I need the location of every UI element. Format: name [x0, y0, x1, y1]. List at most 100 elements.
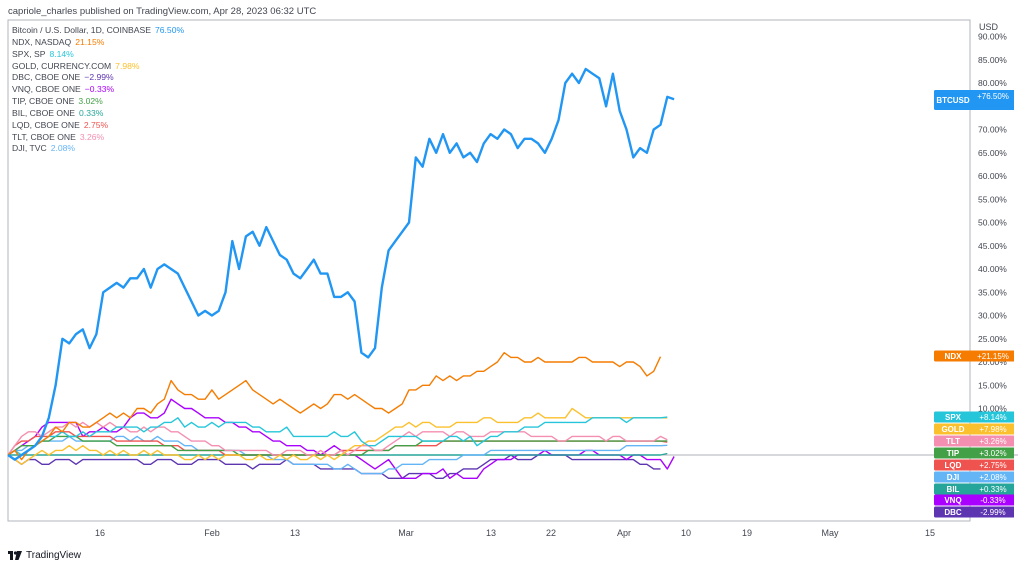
legend-item[interactable]: SPX, SP 8.14%: [12, 49, 184, 61]
legend-name: NDX, NASDAQ: [12, 36, 72, 47]
x-tick-label: 13: [290, 528, 300, 538]
y-tick-label: 55.00%: [978, 194, 1007, 204]
legend-value: 76.50%: [154, 25, 185, 35]
y-tick-label: 70.00%: [978, 125, 1007, 135]
x-tick-label: Mar: [398, 528, 414, 538]
legend-value: 2.75%: [83, 119, 109, 130]
legend-name: GOLD, CURRENCY.COM: [12, 60, 112, 71]
legend-value: 21.15%: [75, 36, 105, 47]
axis-tag-value: +2.75%: [979, 461, 1006, 470]
legend-item[interactable]: NDX, NASDAQ 21.15%: [12, 37, 184, 49]
legend-value: 7.98%: [115, 60, 140, 71]
tradingview-brand: TradingView: [26, 550, 82, 561]
legend-value: 3.02%: [78, 96, 103, 107]
axis-tag-name: NDX: [945, 352, 963, 361]
series-line-dbc: [7, 454, 661, 479]
y-tick-label: 60.00%: [978, 171, 1007, 181]
axis-tag-name: DBC: [944, 508, 962, 517]
axis-tag-value-bg: [972, 459, 1014, 471]
tradingview-footer[interactable]: TradingView: [8, 550, 81, 561]
legend: Bitcoin / U.S. Dollar, 1D, COINBASE 76.50…: [12, 25, 184, 155]
series-line-lqd: [7, 431, 668, 456]
legend-item[interactable]: Bitcoin / U.S. Dollar, 1D, COINBASE 76.50…: [12, 25, 184, 37]
series-line-gold: [7, 407, 668, 465]
axis-tag-value: +2.08%: [979, 473, 1006, 482]
legend-value: −2.99%: [84, 72, 114, 83]
y-tick-label: 80.00%: [978, 78, 1007, 88]
series-line-dji: [7, 435, 668, 475]
axis-tag-value: -2.99%: [980, 508, 1005, 517]
publisher-header: capriole_charles published on TradingVie…: [8, 6, 317, 17]
y-tick-label: 25.00%: [978, 334, 1007, 344]
x-tick-label: May: [821, 528, 839, 538]
axis-tag-value: +0.33%: [979, 485, 1006, 494]
legend-name: DJI, TVC: [12, 143, 47, 154]
axis-tag-value-bg: [972, 483, 1014, 495]
y-tick-label: 10.00%: [978, 404, 1007, 414]
legend-name: Bitcoin / U.S. Dollar, 1D, COINBASE: [12, 25, 151, 35]
axis-tag-value-bg: [972, 471, 1014, 483]
legend-value: 8.14%: [49, 48, 74, 59]
y-tick-label: 45.00%: [978, 241, 1007, 251]
axis-tag-value: +76.50%: [977, 92, 1009, 101]
legend-name: LQD, CBOE ONE: [12, 119, 80, 130]
legend-value: 2.08%: [50, 143, 76, 154]
axis-tag-value: +3.26%: [979, 437, 1006, 446]
axis-tag-value-bg: [972, 435, 1014, 447]
legend-name: BIL, CBOE ONE: [12, 107, 76, 118]
x-tick-label: 15: [925, 528, 935, 538]
x-tick-label: 10: [681, 528, 691, 538]
axis-tag-value-bg: [972, 350, 1014, 362]
legend-item[interactable]: LQD, CBOE ONE 2.75%: [12, 120, 184, 132]
axis-tag-value-bg: [972, 506, 1014, 518]
legend-item[interactable]: VNQ, CBOE ONE −0.33%: [12, 84, 184, 96]
legend-item[interactable]: TLT, CBOE ONE 3.26%: [12, 132, 184, 144]
x-tick-label: 13: [486, 528, 496, 538]
series-line-btcusd: [7, 67, 675, 461]
y-tick-label: 30.00%: [978, 311, 1007, 321]
axis-tag-name: BIL: [947, 485, 960, 494]
axis-tag-name: LQD: [945, 461, 962, 470]
legend-item[interactable]: DBC, CBOE ONE −2.99%: [12, 72, 184, 84]
legend-item[interactable]: GOLD, CURRENCY.COM 7.98%: [12, 61, 184, 73]
legend-value: −0.33%: [84, 84, 115, 95]
axis-tag-name: TIP: [947, 449, 960, 458]
series-line-vnq: [7, 398, 675, 479]
x-tick-label: Feb: [204, 528, 220, 538]
legend-item[interactable]: DJI, TVC 2.08%: [12, 143, 184, 155]
axis-tag-value-bg: [972, 411, 1014, 423]
y-tick-label: 40.00%: [978, 264, 1007, 274]
legend-item[interactable]: BIL, CBOE ONE 0.33%: [12, 108, 184, 120]
y-tick-label: 50.00%: [978, 218, 1007, 228]
legend-name: VNQ, CBOE ONE: [12, 84, 81, 95]
axis-tag-value-bg: [972, 423, 1014, 435]
axis-tag-value: -0.33%: [980, 496, 1005, 505]
y-tick-label: 20.00%: [978, 357, 1007, 367]
axis-tag-value-bg: [972, 90, 1014, 110]
axis-tag-name: DJI: [947, 473, 959, 482]
axis-tag-name: GOLD: [941, 425, 964, 434]
axis-tag-value: +21.15%: [977, 352, 1009, 361]
legend-name: TIP, CBOE ONE: [12, 96, 75, 107]
axis-tag-value: +3.02%: [979, 449, 1006, 458]
legend-name: DBC, CBOE ONE: [12, 72, 81, 83]
axis-tag-value-bg: [972, 447, 1014, 459]
tradingview-logo-icon: [8, 551, 22, 560]
axis-tag-value-bg: [972, 494, 1014, 506]
axis-tag-name: BTCUSD: [936, 96, 970, 105]
y-tick-label: 85.00%: [978, 55, 1007, 65]
legend-value: 3.26%: [79, 131, 105, 142]
y-tick-label: 15.00%: [978, 380, 1007, 390]
legend-name: SPX, SP: [12, 48, 46, 59]
x-tick-label: 16: [95, 528, 105, 538]
axis-tag-name: TLT: [946, 437, 960, 446]
y-tick-label: 35.00%: [978, 287, 1007, 297]
axis-tag-name: VNQ: [944, 496, 961, 505]
legend-value: 0.33%: [79, 107, 104, 118]
y-tick-label: 65.00%: [978, 148, 1007, 158]
legend-name: TLT, CBOE ONE: [12, 131, 76, 142]
legend-item[interactable]: TIP, CBOE ONE 3.02%: [12, 96, 184, 108]
axis-tag-name: SPX: [945, 413, 962, 422]
series-line-spx: [7, 416, 668, 456]
